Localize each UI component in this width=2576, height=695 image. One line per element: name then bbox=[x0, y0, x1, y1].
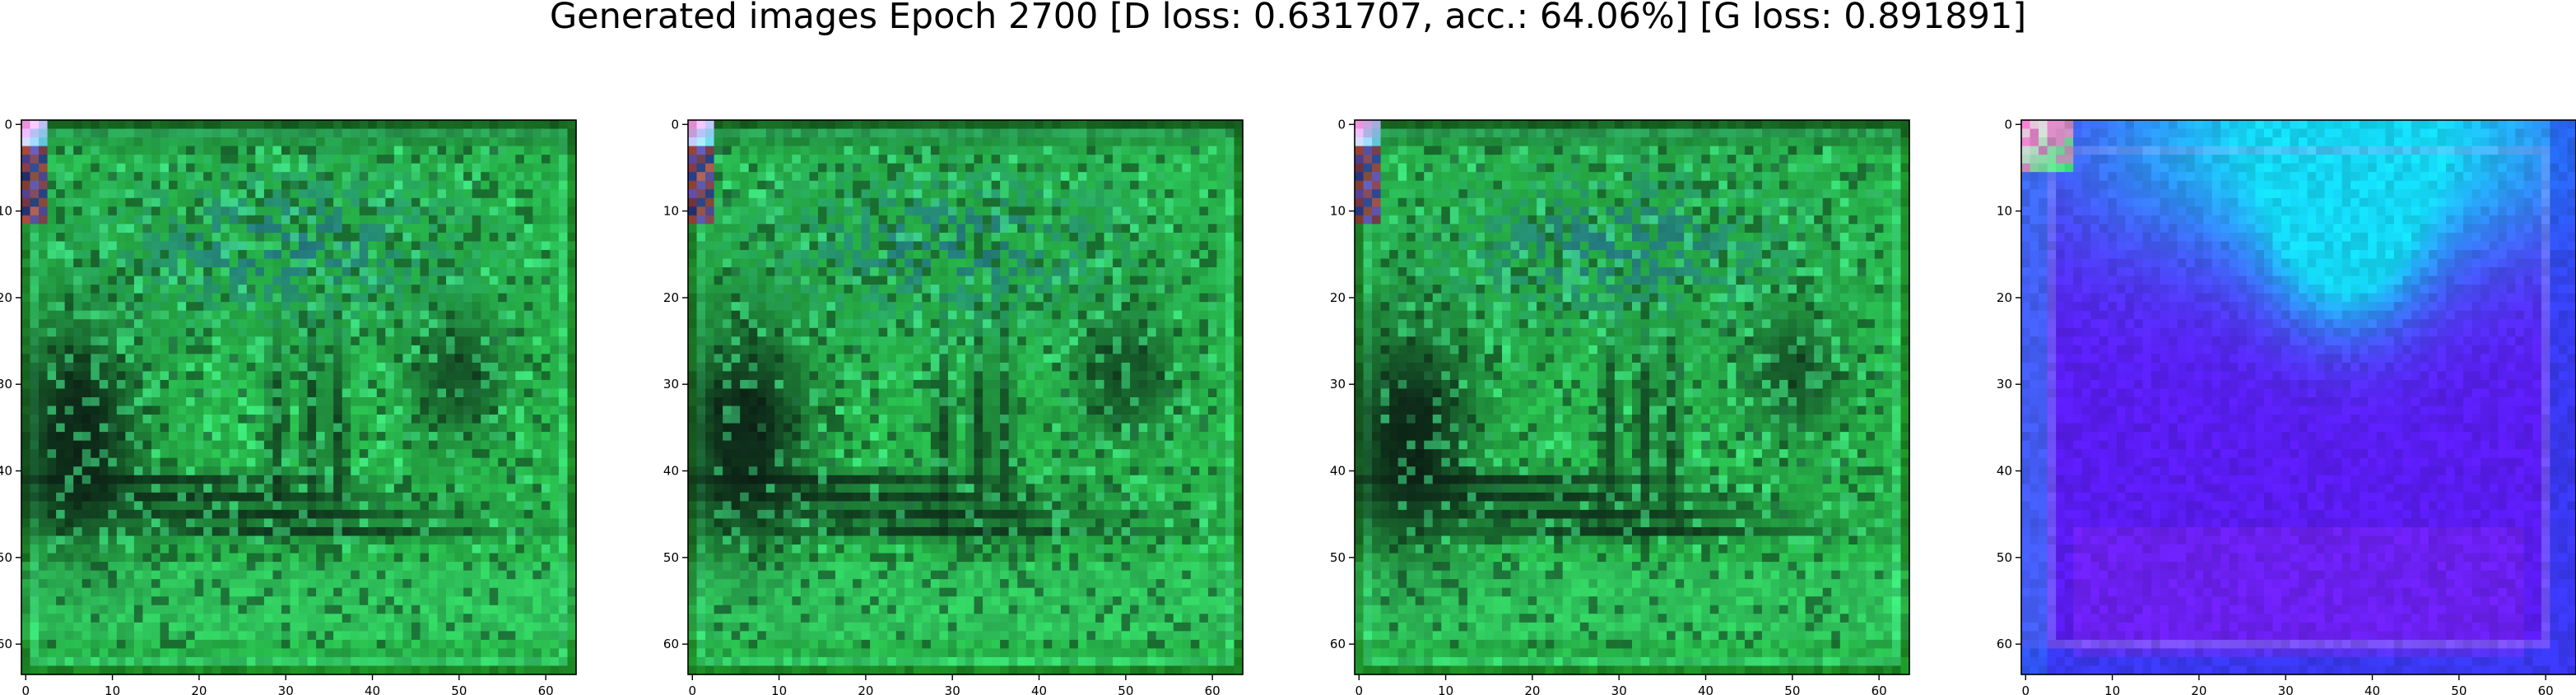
y-tick-label: 40 bbox=[1997, 464, 2012, 479]
y-axis: 0 10 20 30 40 50 60 bbox=[663, 117, 688, 651]
y-tick-label: 60 bbox=[1330, 637, 1346, 651]
y-tick-label: 20 bbox=[663, 290, 679, 305]
x-tick-label: 60 bbox=[1872, 683, 1887, 695]
x-tick-label: 30 bbox=[945, 683, 960, 695]
x-axis: 0 10 20 30 40 50 60 bbox=[688, 674, 1221, 695]
image-pixels bbox=[688, 120, 1244, 675]
x-tick-label: 60 bbox=[2538, 683, 2554, 695]
y-tick-label: 40 bbox=[0, 464, 12, 479]
y-axis: 0 10 20 30 40 50 60 bbox=[0, 117, 21, 651]
subplot-3: 0 10 20 30 40 50 60 0 10 20 30 40 50 60 bbox=[1330, 117, 1910, 695]
x-tick-label: 30 bbox=[1611, 683, 1627, 695]
subplot-1: 0 10 20 30 40 50 60 0 10 20 30 40 50 60 bbox=[0, 117, 577, 695]
x-tick-label: 0 bbox=[1355, 683, 1363, 695]
x-tick-label: 50 bbox=[1784, 683, 1800, 695]
x-tick-label: 30 bbox=[278, 683, 294, 695]
x-tick-label: 0 bbox=[688, 683, 696, 695]
x-tick-label: 10 bbox=[1438, 683, 1453, 695]
y-tick-label: 60 bbox=[0, 637, 12, 651]
y-tick-label: 40 bbox=[1330, 464, 1346, 479]
y-tick-label: 30 bbox=[0, 377, 12, 392]
y-tick-label: 10 bbox=[663, 204, 679, 219]
x-tick-label: 10 bbox=[2104, 683, 2120, 695]
y-tick-label: 10 bbox=[1997, 204, 2012, 219]
axes-frame bbox=[1354, 119, 1910, 675]
x-tick-label: 40 bbox=[2364, 683, 2380, 695]
y-tick-label: 20 bbox=[0, 290, 12, 305]
image-pixels bbox=[1355, 120, 1910, 675]
x-tick-label: 20 bbox=[191, 683, 207, 695]
axes-frame bbox=[687, 119, 1244, 675]
y-tick-label: 20 bbox=[1330, 290, 1346, 305]
image-pixels bbox=[2021, 120, 2576, 675]
x-tick-label: 30 bbox=[2278, 683, 2294, 695]
x-tick-label: 40 bbox=[1031, 683, 1047, 695]
x-tick-label: 60 bbox=[538, 683, 554, 695]
x-tick-label: 0 bbox=[21, 683, 30, 695]
y-tick-label: 40 bbox=[663, 464, 679, 479]
x-tick-label: 40 bbox=[1698, 683, 1713, 695]
x-tick-label: 50 bbox=[2451, 683, 2467, 695]
subplot-4: 0 10 20 30 40 50 60 0 10 20 30 40 50 60 bbox=[1997, 117, 2576, 695]
x-axis: 0 10 20 30 40 50 60 bbox=[2021, 674, 2554, 695]
y-tick-label: 50 bbox=[0, 550, 12, 565]
y-tick-label: 0 bbox=[4, 117, 12, 132]
y-tick-label: 30 bbox=[1330, 377, 1346, 392]
axes-frame bbox=[2020, 119, 2576, 675]
x-tick-label: 20 bbox=[858, 683, 873, 695]
y-tick-label: 0 bbox=[671, 117, 679, 132]
y-axis: 0 10 20 30 40 50 60 bbox=[1330, 117, 1355, 651]
x-tick-label: 0 bbox=[2021, 683, 2030, 695]
axes-frame bbox=[21, 119, 577, 675]
y-axis: 0 10 20 30 40 50 60 bbox=[1997, 117, 2021, 651]
x-tick-label: 20 bbox=[1524, 683, 1540, 695]
x-tick-label: 60 bbox=[1205, 683, 1221, 695]
x-tick-label: 40 bbox=[365, 683, 380, 695]
y-tick-label: 60 bbox=[663, 637, 679, 651]
y-tick-label: 50 bbox=[663, 550, 679, 565]
x-tick-label: 10 bbox=[771, 683, 787, 695]
x-tick-label: 50 bbox=[1118, 683, 1133, 695]
y-tick-label: 20 bbox=[1997, 290, 2012, 305]
x-tick-label: 20 bbox=[2191, 683, 2206, 695]
y-tick-label: 30 bbox=[663, 377, 679, 392]
x-axis: 0 10 20 30 40 50 60 bbox=[21, 674, 554, 695]
y-tick-label: 10 bbox=[1330, 204, 1346, 219]
image-pixels bbox=[21, 120, 577, 675]
y-tick-label: 60 bbox=[1997, 637, 2012, 651]
y-tick-label: 50 bbox=[1330, 550, 1346, 565]
figure-title: Generated images Epoch 2700 [D loss: 0.6… bbox=[549, 0, 2027, 37]
y-tick-label: 30 bbox=[1997, 377, 2012, 392]
x-tick-label: 50 bbox=[451, 683, 467, 695]
subplot-2: 0 10 20 30 40 50 60 0 10 20 30 40 50 60 bbox=[663, 117, 1244, 695]
x-tick-label: 10 bbox=[105, 683, 120, 695]
x-axis: 0 10 20 30 40 50 60 bbox=[1355, 674, 1887, 695]
y-tick-label: 0 bbox=[2004, 117, 2012, 132]
y-tick-label: 50 bbox=[1997, 550, 2012, 565]
y-tick-label: 0 bbox=[1337, 117, 1346, 132]
y-tick-label: 10 bbox=[0, 204, 12, 219]
